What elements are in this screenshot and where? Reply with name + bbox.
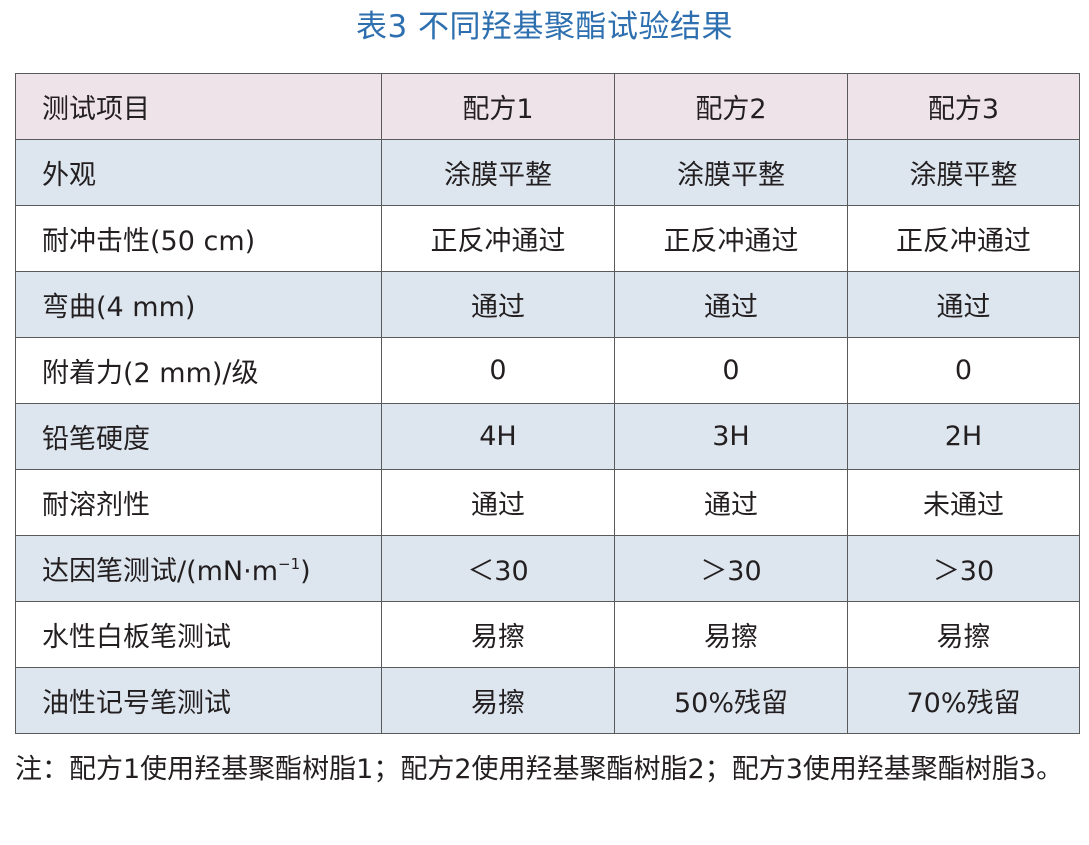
row-label: 外观 <box>15 139 382 206</box>
cell-value: 涂膜平整 <box>847 139 1080 206</box>
cell-value: 正反冲通过 <box>847 205 1080 272</box>
row-label-text: 达因笔测试/(mN·m <box>42 556 279 587</box>
cell-value: 涂膜平整 <box>381 139 615 206</box>
cell-value: 50%残留 <box>614 667 848 734</box>
table-row: 油性记号笔测试 易擦 50%残留 70%残留 <box>15 667 1080 734</box>
row-label: 耐冲击性(50 cm) <box>15 205 382 272</box>
table-row: 水性白板笔测试 易擦 易擦 易擦 <box>15 601 1080 668</box>
cell-value: 4H <box>381 403 615 470</box>
row-label: 油性记号笔测试 <box>15 667 382 734</box>
cell-value: 0 <box>847 337 1080 404</box>
cell-value: 正反冲通过 <box>614 205 848 272</box>
cell-value: 0 <box>614 337 848 404</box>
row-label: 弯曲(4 mm) <box>15 271 382 338</box>
cell-value: 涂膜平整 <box>614 139 848 206</box>
table-row: 铅笔硬度 4H 3H 2H <box>15 403 1080 470</box>
table-row: 外观 涂膜平整 涂膜平整 涂膜平整 <box>15 139 1080 206</box>
table-row: 达因笔测试/(mN·m−1) ＜30 ＞30 ＞30 <box>15 535 1080 602</box>
cell-value: 未通过 <box>847 469 1080 536</box>
cell-value: 70%残留 <box>847 667 1080 734</box>
cell-value: 通过 <box>381 469 615 536</box>
table-row: 耐溶剂性 通过 通过 未通过 <box>15 469 1080 536</box>
cell-value: 正反冲通过 <box>381 205 615 272</box>
cell-value: 通过 <box>614 469 848 536</box>
row-label: 附着力(2 mm)/级 <box>15 337 382 404</box>
row-label-suffix: ) <box>300 556 311 587</box>
row-label-with-unit: 达因笔测试/(mN·m−1) <box>15 535 382 602</box>
header-cell-formula-1: 配方1 <box>381 73 615 140</box>
header-cell-item: 测试项目 <box>15 73 382 140</box>
table-row: 附着力(2 mm)/级 0 0 0 <box>15 337 1080 404</box>
results-table: 测试项目 配方1 配方2 配方3 外观 涂膜平整 涂膜平整 涂膜平整 耐冲击性(… <box>15 73 1080 734</box>
table-title: 表3 不同羟基聚酯试验结果 <box>355 9 734 45</box>
cell-value: 3H <box>614 403 848 470</box>
table-row: 弯曲(4 mm) 通过 通过 通过 <box>15 271 1080 338</box>
header-row: 测试项目 配方1 配方2 配方3 <box>15 73 1080 140</box>
cell-value: ＞30 <box>847 535 1080 602</box>
unit-exponent: −1 <box>278 555 301 573</box>
cell-value: 易擦 <box>847 601 1080 668</box>
cell-value: 0 <box>381 337 615 404</box>
cell-value: 易擦 <box>614 601 848 668</box>
cell-value: 通过 <box>847 271 1080 338</box>
cell-value: 通过 <box>381 271 615 338</box>
cell-value: 易擦 <box>381 667 615 734</box>
row-label: 水性白板笔测试 <box>15 601 382 668</box>
header-cell-formula-2: 配方2 <box>614 73 848 140</box>
cell-value: ＞30 <box>614 535 848 602</box>
row-label: 耐溶剂性 <box>15 469 382 536</box>
cell-value: 通过 <box>614 271 848 338</box>
row-label: 铅笔硬度 <box>15 403 382 470</box>
cell-value: ＜30 <box>381 535 615 602</box>
table-footnote: 注：配方1使用羟基聚酯树脂1；配方2使用羟基聚酯树脂2；配方3使用羟基聚酯树脂3… <box>15 754 1064 785</box>
header-cell-formula-3: 配方3 <box>847 73 1080 140</box>
table-row: 耐冲击性(50 cm) 正反冲通过 正反冲通过 正反冲通过 <box>15 205 1080 272</box>
cell-value: 2H <box>847 403 1080 470</box>
cell-value: 易擦 <box>381 601 615 668</box>
